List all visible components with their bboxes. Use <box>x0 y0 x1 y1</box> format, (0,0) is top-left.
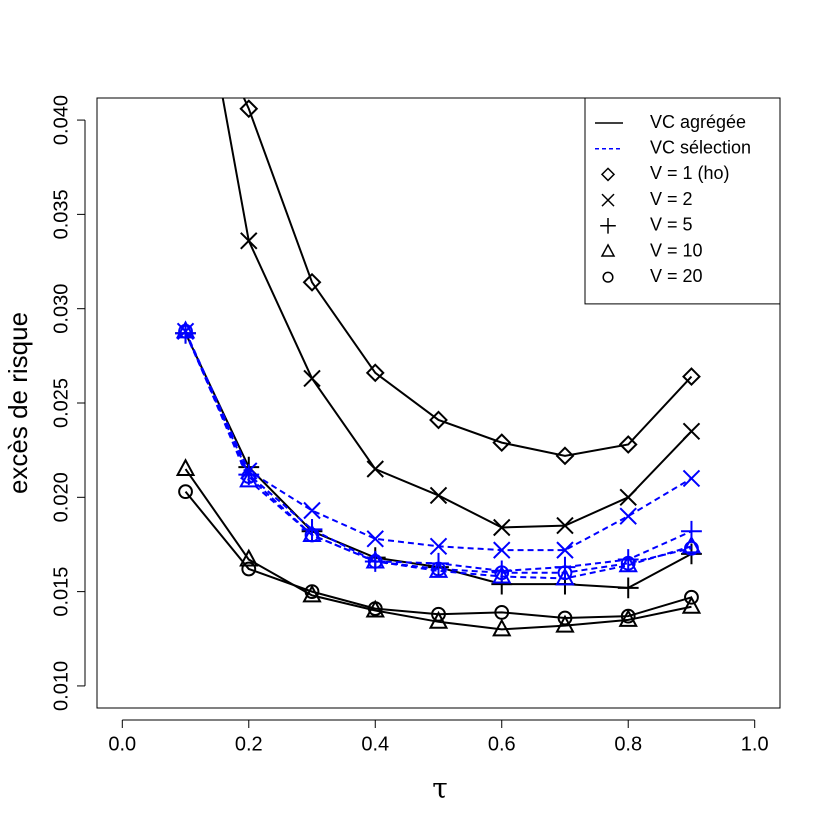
y-tick-label: 0.040 <box>50 95 72 145</box>
marker-cross <box>493 541 511 559</box>
series-line <box>184 468 692 631</box>
x-tick-label: 0.6 <box>488 733 516 755</box>
marker-diamond <box>682 367 701 387</box>
marker-cross <box>366 460 384 478</box>
legend-label: V = 10 <box>650 240 703 260</box>
marker-diamond <box>600 167 616 182</box>
marker-cross <box>682 469 701 488</box>
marker-circle <box>241 469 257 484</box>
marker-triangle <box>681 535 702 554</box>
marker-cross <box>682 422 701 441</box>
marker-cross <box>619 507 637 525</box>
series-line <box>184 332 692 572</box>
marker-circle <box>494 565 510 581</box>
marker-circle <box>304 527 320 543</box>
series-line <box>242 98 693 457</box>
legend-label: VC agrégée <box>650 112 746 132</box>
marker-circle <box>178 323 193 339</box>
marker-circle <box>684 589 699 605</box>
x-tick-label: 0.2 <box>235 733 263 755</box>
marker-triangle <box>492 565 512 584</box>
marker-circle <box>367 554 383 569</box>
y-tick-label: 0.035 <box>50 189 72 239</box>
marker-circle <box>602 271 614 283</box>
marker-diamond <box>302 272 322 292</box>
marker-triangle <box>618 609 638 627</box>
x-tick-label: 0.8 <box>614 733 642 755</box>
marker-circle <box>557 565 573 581</box>
marker-circle <box>367 601 383 616</box>
marker-triangle <box>175 458 196 477</box>
y-axis-label: excès de risque <box>3 312 33 494</box>
marker-cross <box>366 530 384 548</box>
marker-triangle <box>600 243 616 257</box>
marker-circle <box>241 561 257 577</box>
marker-circle <box>431 606 446 622</box>
marker-triangle <box>302 584 322 603</box>
marker-circle <box>431 561 446 577</box>
marker-cross <box>429 537 448 556</box>
marker-diamond <box>429 410 448 430</box>
marker-diamond <box>492 433 512 453</box>
plot-frame <box>96 97 781 709</box>
marker-cross <box>303 501 321 520</box>
x-axis-label: τ <box>432 772 448 805</box>
marker-cross <box>619 488 637 507</box>
marker-circle <box>620 608 636 624</box>
legend-label: VC sélection <box>650 137 751 157</box>
y-tick-label: 0.025 <box>50 378 72 428</box>
series-line <box>184 330 692 574</box>
marker-cross <box>303 369 321 388</box>
x-tick-label: 1.0 <box>741 733 769 755</box>
legend-box <box>584 97 781 305</box>
marker-diamond <box>555 446 575 466</box>
legend-label: V = 2 <box>650 189 693 209</box>
marker-circle <box>684 540 699 556</box>
marker-circle <box>494 604 510 620</box>
legend-label: V = 5 <box>650 215 693 235</box>
x-tick-label: 0.4 <box>361 733 389 755</box>
y-tick-label: 0.030 <box>50 284 72 334</box>
marker-cross <box>556 516 574 535</box>
marker-plus <box>617 577 639 599</box>
y-tick-label: 0.020 <box>50 472 72 522</box>
marker-plus <box>617 549 639 570</box>
marker-plus <box>491 560 513 582</box>
series-line <box>184 330 692 552</box>
series-line <box>184 330 692 580</box>
marker-circle <box>557 610 573 626</box>
marker-circle <box>620 555 636 571</box>
marker-cross <box>601 193 615 207</box>
marker-diamond <box>618 435 638 454</box>
marker-triangle <box>239 548 259 567</box>
plot-area <box>175 98 702 637</box>
marker-circle <box>304 584 320 600</box>
marker-diamond <box>365 363 385 383</box>
marker-cross <box>240 232 258 250</box>
series-line <box>184 332 692 589</box>
legend-label: V = 20 <box>650 266 703 286</box>
series-line <box>184 491 692 620</box>
marker-diamond <box>239 99 259 119</box>
marker-cross <box>493 518 511 537</box>
marker-triangle <box>681 595 702 614</box>
marker-circle <box>178 484 193 500</box>
y-tick-label: 0.010 <box>50 661 72 711</box>
marker-plus <box>600 218 616 234</box>
marker-cross <box>429 486 448 505</box>
marker-cross <box>556 541 574 559</box>
y-tick-label: 0.015 <box>50 567 72 617</box>
legend-label: V = 1 (ho) <box>650 163 730 183</box>
marker-triangle <box>492 618 512 637</box>
x-tick-label: 0.0 <box>108 733 136 755</box>
